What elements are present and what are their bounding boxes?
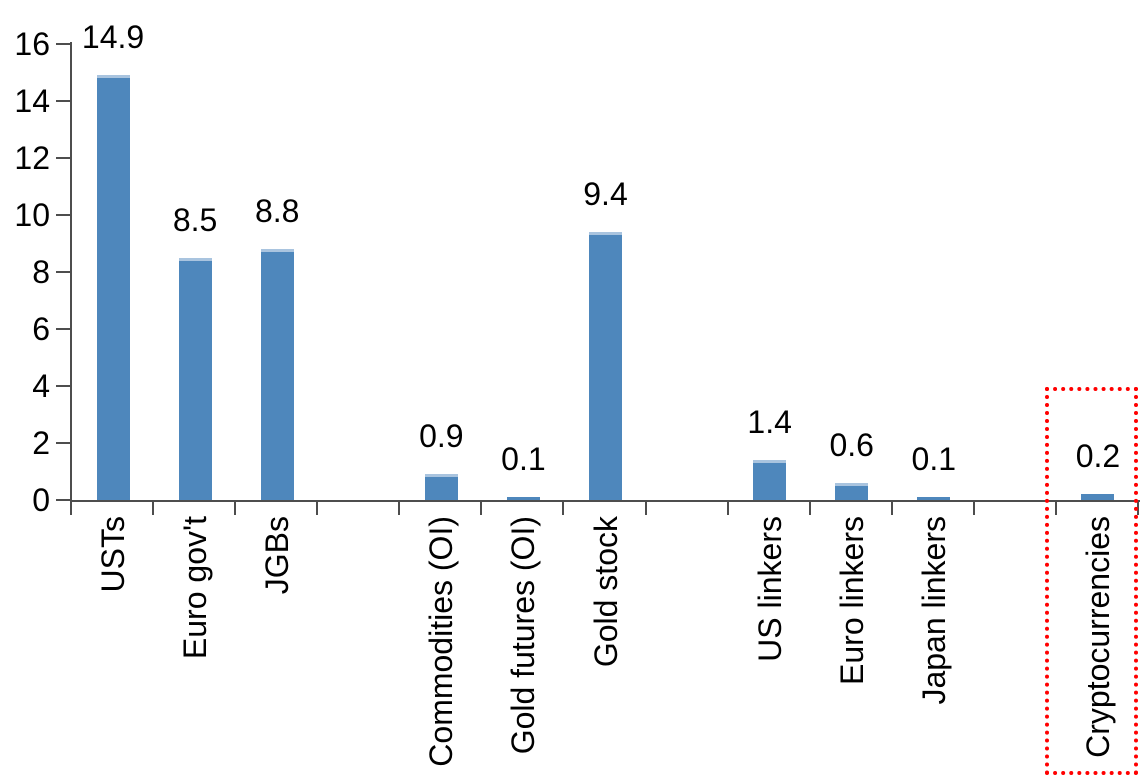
value-label-japan-linkers: 0.1 xyxy=(911,441,957,478)
category-label-euro-linkers: Euro linkers xyxy=(833,516,870,685)
cryptocurrencies-highlight-box xyxy=(1045,387,1138,775)
value-label-commodities-oi: 0.9 xyxy=(419,418,464,455)
category-label-gold-futures-oi: Gold futures (OI) xyxy=(505,516,542,755)
y-tick-label: 0 xyxy=(32,482,50,518)
value-label-usts: 14.9 xyxy=(81,19,145,56)
bar-us-linkers xyxy=(753,460,787,500)
y-tick xyxy=(56,328,70,330)
x-tick xyxy=(1137,500,1139,515)
y-tick xyxy=(56,271,70,273)
y-tick xyxy=(56,43,70,45)
y-tick-label: 2 xyxy=(32,425,50,461)
value-label-jgbs: 8.8 xyxy=(254,193,300,230)
category-label-jgbs: JGBs xyxy=(259,516,296,595)
x-tick xyxy=(808,500,811,515)
x-tick xyxy=(70,500,72,515)
y-tick-label: 8 xyxy=(32,254,50,290)
value-label-gold-futures-oi: 0.1 xyxy=(501,441,546,478)
category-label-gold-stock: Gold stock xyxy=(587,516,624,668)
y-axis-line xyxy=(70,42,72,502)
x-tick xyxy=(562,500,565,515)
value-label-us-linkers: 1.4 xyxy=(747,404,792,441)
bar-euro-linkers xyxy=(835,482,869,500)
y-tick xyxy=(56,442,70,444)
x-tick xyxy=(398,500,401,515)
bar-gold-stock xyxy=(589,232,622,500)
y-tick xyxy=(56,385,70,387)
value-label-cryptocurrencies: 0.2 xyxy=(1075,438,1121,475)
y-tick xyxy=(56,499,70,501)
category-label-us-linkers: US linkers xyxy=(751,516,788,662)
y-tick-label: 6 xyxy=(32,311,50,347)
x-tick xyxy=(152,500,155,515)
x-tick xyxy=(726,500,729,515)
x-tick xyxy=(890,500,893,515)
bar-commodities-oi xyxy=(424,474,458,500)
value-label-gold-stock: 9.4 xyxy=(583,176,628,213)
y-tick-label: 14 xyxy=(14,83,50,119)
x-tick xyxy=(1054,500,1057,515)
x-tick xyxy=(972,500,975,515)
y-tick-label: 4 xyxy=(32,368,50,404)
category-label-usts: USTs xyxy=(95,516,132,593)
y-tick-label: 12 xyxy=(14,140,50,176)
category-label-commodities-oi: Commodities (OI) xyxy=(423,516,460,767)
x-tick xyxy=(234,500,237,515)
y-tick xyxy=(56,100,70,102)
y-tick-label: 10 xyxy=(14,197,50,233)
bar-jgbs xyxy=(260,249,294,500)
x-tick xyxy=(480,500,483,515)
y-tick-label: 16 xyxy=(14,26,50,62)
y-tick xyxy=(56,157,70,159)
x-axis-line xyxy=(70,500,1140,502)
bar-gold-futures-oi xyxy=(506,497,540,500)
y-tick xyxy=(56,214,70,216)
bar-usts xyxy=(96,75,130,500)
bar-cryptocurrencies xyxy=(1081,494,1115,500)
category-label-euro-gov-t: Euro gov't xyxy=(177,516,214,660)
bar-euro-gov-t xyxy=(178,257,212,500)
x-tick xyxy=(644,500,647,515)
x-tick xyxy=(316,500,319,515)
value-label-euro-linkers: 0.6 xyxy=(829,426,874,463)
category-label-japan-linkers: Japan linkers xyxy=(915,516,952,705)
bar-japan-linkers xyxy=(917,497,951,500)
value-label-euro-gov-t: 8.5 xyxy=(172,201,218,238)
